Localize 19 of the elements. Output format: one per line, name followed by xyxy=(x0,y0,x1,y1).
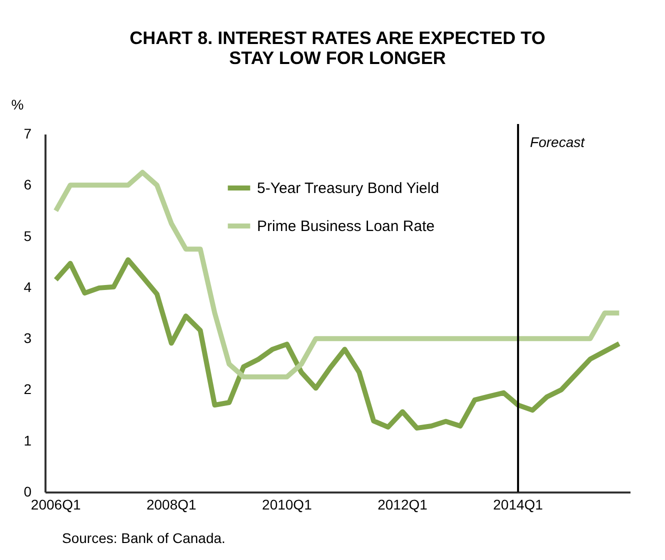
y-tick-label: 5 xyxy=(24,228,32,244)
legend-label: 5-Year Treasury Bond Yield xyxy=(257,180,440,197)
y-axis-title: % xyxy=(11,96,24,112)
chart-title: CHART 8. INTEREST RATES ARE EXPECTED TO STAY LOW FOR LONGER xyxy=(130,28,546,68)
y-tick-label: 1 xyxy=(24,432,32,448)
x-tick-label: 2012Q1 xyxy=(378,496,428,512)
x-tick-label: 2010Q1 xyxy=(262,496,312,512)
x-tick-label: 2008Q1 xyxy=(146,496,197,512)
y-tick-label: 4 xyxy=(24,278,32,295)
x-tick-label: 2014Q1 xyxy=(493,496,544,512)
y-tick-label: 3 xyxy=(24,330,32,346)
ref-line-label: Forecast xyxy=(530,134,586,150)
y-tick-label: 0 xyxy=(24,484,32,500)
y-tick-label: 7 xyxy=(24,126,32,142)
y-tick-label: 6 xyxy=(24,176,32,193)
source-note: Sources: Bank of Canada. xyxy=(62,530,226,546)
y-tick-label: 2 xyxy=(24,381,32,398)
legend-label: Prime Business Loan Rate xyxy=(257,218,435,235)
x-tick-label: 2006Q1 xyxy=(30,496,81,512)
